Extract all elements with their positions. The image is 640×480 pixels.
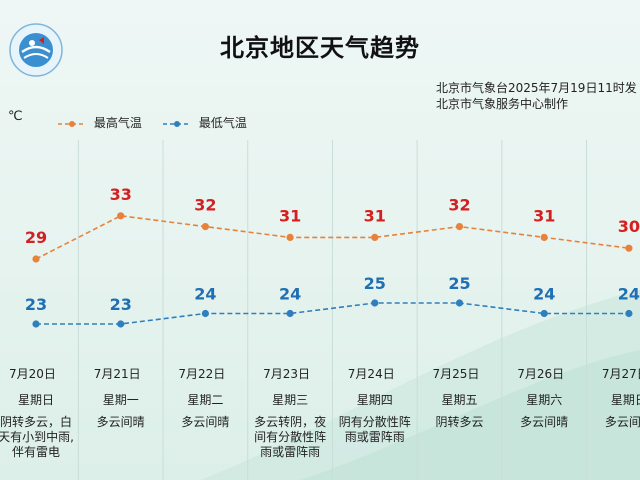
- day-date: 7月25日: [432, 367, 480, 381]
- weather-line: 多云间晴: [604, 415, 640, 429]
- day-weather: 多云间晴: [163, 415, 247, 430]
- day-weather: 阴转多云: [418, 415, 502, 430]
- day-weather: 多云间晴: [79, 415, 163, 430]
- weather-line: 间有分散性阵: [254, 430, 327, 444]
- low-temp-point: [117, 320, 125, 328]
- day-weather: 多云转阴，夜 间有分散性阵 雨或雷阵雨: [248, 415, 332, 460]
- weather-line: 伴有雷电: [11, 445, 60, 459]
- day-date: 7月23日: [263, 367, 310, 381]
- meteorological-logo: [8, 22, 64, 78]
- low-temp-label: 23: [25, 295, 47, 314]
- weather-line: 阴转多云: [435, 415, 484, 429]
- low-temp-line: [36, 302, 629, 325]
- low-temp-point: [286, 309, 294, 318]
- day-date: 7月21日: [93, 367, 141, 381]
- low-temp-label: 24: [533, 285, 555, 304]
- weather-line: 雨或雷阵雨: [260, 445, 321, 459]
- source-line-producer: 北京市气象服务中心制作: [436, 97, 569, 111]
- low-temp-point: [540, 309, 548, 318]
- day-weekday: 星期三: [272, 393, 309, 407]
- high-temp-label: 32: [448, 196, 470, 215]
- high-temp-label: 31: [364, 206, 386, 225]
- day-weekday: 星期一: [102, 393, 139, 407]
- day-date: 7月20日: [9, 367, 56, 381]
- high-temp-point: [455, 223, 464, 231]
- legend-low-marker: [163, 120, 191, 127]
- low-temp-point: [32, 320, 40, 328]
- day-date: 7月26日: [517, 367, 565, 381]
- low-temp-label: 23: [110, 295, 132, 314]
- weather-line: 天有小到中雨,: [0, 430, 74, 444]
- low-temp-label: 25: [364, 274, 386, 293]
- high-temp-label: 31: [279, 206, 301, 225]
- legend-high-marker: [58, 120, 86, 127]
- high-temp-point: [117, 212, 125, 220]
- weather-line: 多云间晴: [181, 415, 230, 429]
- high-temp-point: [32, 255, 40, 263]
- legend-high-label: 最高气温: [93, 116, 142, 130]
- high-temp-point: [371, 233, 379, 241]
- day-date: 7月24日: [347, 367, 395, 381]
- high-temp-label: 32: [194, 196, 216, 215]
- low-temp-point: [201, 309, 209, 318]
- source-line-issuer: 北京市气象台2025年7月19日11时发: [436, 81, 637, 95]
- weather-line: 多云间晴: [96, 415, 145, 429]
- high-temp-point: [286, 233, 294, 241]
- source-info: 北京市气象台2025年7月19日11时发 北京市气象服务中心制作: [436, 80, 637, 112]
- weather-line: 雨或雷阵雨: [344, 430, 405, 444]
- high-temp-point: [625, 244, 633, 252]
- weather-line: 阴转多云，白: [0, 415, 72, 429]
- day-weekday: 星期五: [441, 393, 478, 407]
- high-temp-label: 31: [533, 206, 555, 225]
- high-temp-label: 33: [110, 185, 132, 204]
- low-temp-label: 24: [279, 285, 301, 304]
- day-weekday: 星期四: [356, 393, 393, 407]
- day-weekday: 星期日: [18, 393, 55, 407]
- high-temp-point: [201, 223, 209, 231]
- weather-line: 阴有分散性阵: [338, 415, 411, 429]
- day-weekday: 星期二: [187, 393, 224, 407]
- legend-low-label: 最低气温: [198, 116, 247, 130]
- legend-low: 最低气温: [163, 114, 247, 131]
- legend-high: 最高气温: [58, 114, 142, 131]
- high-temp-point: [540, 233, 548, 241]
- high-temp-label: 30: [618, 217, 640, 236]
- low-temp-point: [371, 299, 379, 307]
- temperature-unit: ℃: [8, 109, 23, 124]
- high-temp-line: [35, 214, 630, 260]
- day-date: 7月22日: [178, 367, 226, 381]
- day-weather: 阴转多云，白 天有小到中雨, 伴有雷电: [0, 415, 78, 460]
- low-temp-label: 24: [618, 285, 640, 304]
- day-weather: 多云间晴: [502, 415, 586, 430]
- low-temp-label: 24: [194, 285, 216, 304]
- low-temp-point: [455, 299, 464, 307]
- low-temp-point: [625, 309, 633, 318]
- day-weekday: 星期六: [526, 393, 563, 407]
- page-title: 北京地区天气趋势: [220, 34, 420, 62]
- day-date: 7月27日: [601, 367, 640, 381]
- high-temp-label: 29: [25, 228, 47, 247]
- low-temp-label: 25: [448, 274, 470, 293]
- day-weather: 多云间晴: [587, 415, 640, 430]
- weather-line: 多云间晴: [520, 415, 569, 429]
- day-weekday: 星期日: [610, 393, 640, 407]
- weather-line: 多云转阴，夜: [254, 415, 327, 429]
- day-weather: 阴有分散性阵 雨或雷阵雨: [333, 415, 417, 445]
